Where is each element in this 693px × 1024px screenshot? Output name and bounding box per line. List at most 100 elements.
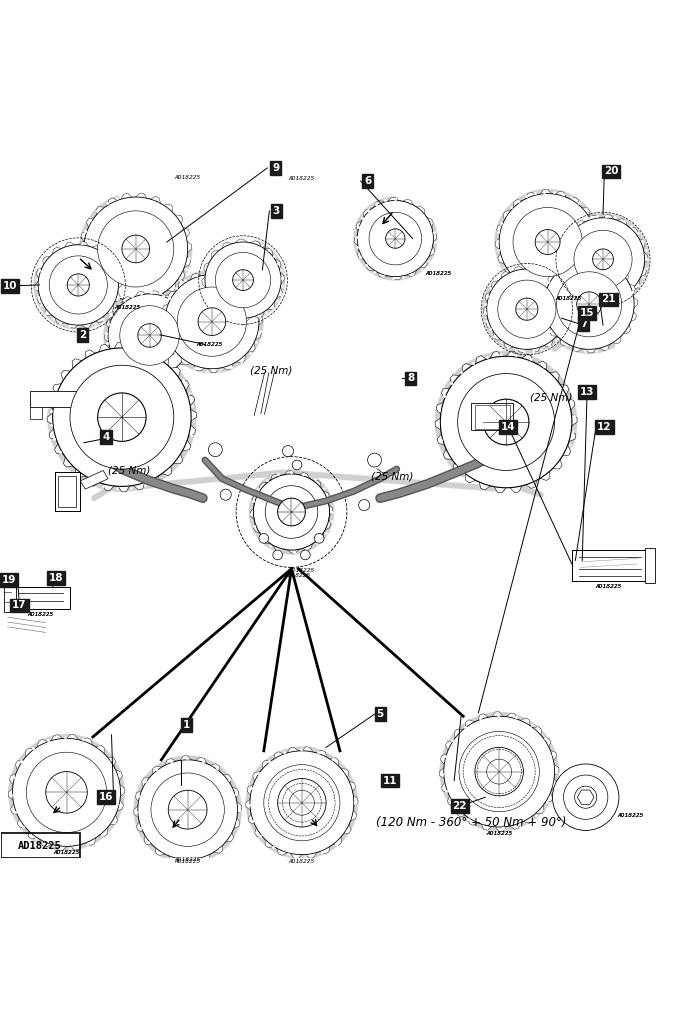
Circle shape bbox=[84, 197, 188, 301]
Circle shape bbox=[233, 269, 254, 291]
Circle shape bbox=[593, 249, 613, 269]
Circle shape bbox=[205, 242, 281, 318]
Circle shape bbox=[278, 778, 326, 827]
Text: AD18225: AD18225 bbox=[53, 850, 80, 855]
Circle shape bbox=[273, 550, 283, 560]
Text: AD18225: AD18225 bbox=[175, 175, 201, 180]
Circle shape bbox=[254, 474, 330, 550]
Text: (120 Nm - 360° + 50 Nm + 90°): (120 Nm - 360° + 50 Nm + 90°) bbox=[376, 816, 567, 828]
Text: AD18225: AD18225 bbox=[289, 568, 315, 573]
Circle shape bbox=[315, 534, 324, 543]
Text: 15: 15 bbox=[580, 307, 595, 317]
Text: 18: 18 bbox=[49, 572, 63, 583]
Polygon shape bbox=[4, 583, 16, 612]
Text: (25 Nm): (25 Nm) bbox=[530, 393, 572, 402]
Text: 8: 8 bbox=[407, 374, 414, 383]
Circle shape bbox=[265, 485, 318, 539]
Circle shape bbox=[563, 775, 608, 819]
Circle shape bbox=[498, 281, 556, 338]
Circle shape bbox=[574, 230, 632, 289]
Polygon shape bbox=[47, 342, 197, 492]
Text: AD18225: AD18225 bbox=[425, 270, 451, 275]
Text: 2: 2 bbox=[79, 330, 86, 340]
Polygon shape bbox=[30, 407, 42, 419]
Circle shape bbox=[359, 500, 370, 511]
Circle shape bbox=[151, 773, 225, 847]
Circle shape bbox=[67, 273, 89, 296]
Text: AD18225: AD18225 bbox=[289, 859, 315, 864]
Circle shape bbox=[561, 218, 644, 301]
Circle shape bbox=[278, 498, 306, 526]
Circle shape bbox=[264, 765, 340, 841]
Circle shape bbox=[301, 550, 310, 560]
Text: AD18225: AD18225 bbox=[617, 813, 644, 818]
Circle shape bbox=[138, 324, 161, 347]
Text: 13: 13 bbox=[580, 387, 595, 397]
Circle shape bbox=[385, 229, 405, 248]
Polygon shape bbox=[495, 189, 600, 294]
Text: 4: 4 bbox=[103, 432, 109, 442]
Polygon shape bbox=[11, 587, 70, 609]
Circle shape bbox=[283, 445, 294, 457]
Text: (25 Nm): (25 Nm) bbox=[249, 366, 292, 375]
Circle shape bbox=[475, 748, 523, 796]
Polygon shape bbox=[30, 391, 103, 407]
Circle shape bbox=[53, 348, 191, 486]
Circle shape bbox=[440, 356, 572, 487]
Circle shape bbox=[26, 753, 107, 833]
Text: AD18225: AD18225 bbox=[617, 813, 644, 818]
Circle shape bbox=[98, 393, 146, 441]
Text: 9: 9 bbox=[272, 163, 279, 173]
Text: 14: 14 bbox=[501, 422, 516, 432]
Polygon shape bbox=[471, 402, 513, 430]
Circle shape bbox=[165, 274, 259, 369]
Polygon shape bbox=[8, 734, 125, 851]
Circle shape bbox=[216, 252, 271, 308]
Text: 19: 19 bbox=[2, 574, 16, 585]
Text: 11: 11 bbox=[383, 775, 397, 785]
Circle shape bbox=[250, 751, 354, 855]
Circle shape bbox=[198, 308, 226, 336]
Circle shape bbox=[483, 399, 529, 444]
Polygon shape bbox=[558, 215, 648, 304]
Polygon shape bbox=[435, 351, 577, 493]
Circle shape bbox=[220, 489, 231, 501]
Circle shape bbox=[499, 194, 596, 291]
Text: 16: 16 bbox=[98, 793, 113, 802]
Circle shape bbox=[513, 208, 582, 276]
Text: 10: 10 bbox=[3, 281, 17, 291]
Text: AD18225: AD18225 bbox=[595, 584, 622, 589]
Polygon shape bbox=[644, 548, 655, 583]
Text: AD18225: AD18225 bbox=[486, 831, 512, 837]
Circle shape bbox=[292, 460, 302, 470]
Circle shape bbox=[516, 298, 538, 321]
Text: AD18225: AD18225 bbox=[28, 612, 54, 616]
Text: AD18225: AD18225 bbox=[197, 342, 223, 347]
Circle shape bbox=[368, 454, 381, 467]
Text: (25 Nm): (25 Nm) bbox=[371, 471, 413, 481]
Polygon shape bbox=[55, 472, 80, 511]
Text: AD18225: AD18225 bbox=[28, 612, 54, 616]
Polygon shape bbox=[475, 404, 509, 429]
Text: 22: 22 bbox=[453, 801, 467, 811]
Circle shape bbox=[70, 366, 174, 469]
Bar bbox=[58, 476, 76, 507]
Circle shape bbox=[98, 211, 174, 287]
Circle shape bbox=[459, 731, 539, 812]
Text: AD18225: AD18225 bbox=[114, 305, 141, 310]
Text: AD18225: AD18225 bbox=[175, 857, 201, 862]
Polygon shape bbox=[246, 746, 358, 859]
Polygon shape bbox=[250, 471, 333, 553]
Text: AD18225: AD18225 bbox=[197, 342, 223, 347]
Circle shape bbox=[46, 772, 87, 813]
Polygon shape bbox=[354, 198, 437, 280]
Polygon shape bbox=[105, 291, 195, 380]
Text: AD18225: AD18225 bbox=[114, 305, 141, 310]
Circle shape bbox=[535, 229, 560, 255]
Circle shape bbox=[259, 534, 269, 543]
Text: AD18225: AD18225 bbox=[284, 573, 310, 579]
Text: AD18225: AD18225 bbox=[175, 859, 201, 864]
Text: AD18225: AD18225 bbox=[289, 176, 315, 181]
Circle shape bbox=[38, 245, 119, 325]
Text: 20: 20 bbox=[604, 167, 619, 176]
